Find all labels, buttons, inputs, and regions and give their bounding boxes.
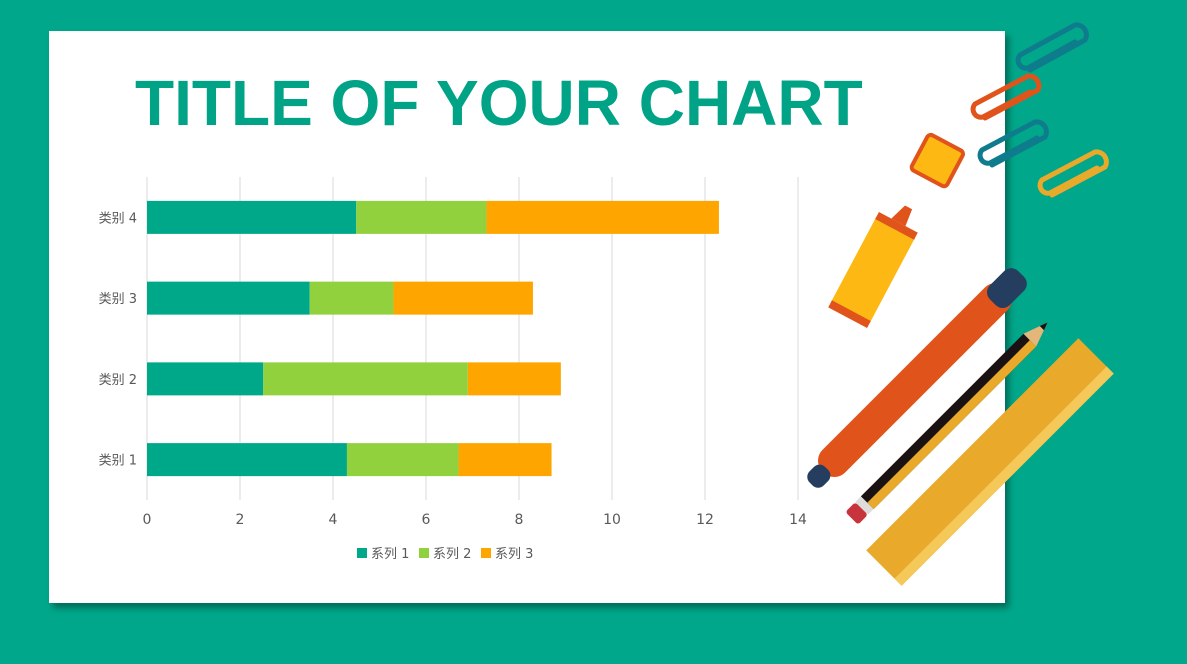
bar-segment xyxy=(147,200,357,234)
paperclip-icon xyxy=(970,22,1109,198)
x-tick-label: 12 xyxy=(696,512,714,528)
slide-card xyxy=(49,31,1005,603)
legend-swatch xyxy=(419,548,429,558)
x-tick-label: 0 xyxy=(143,512,152,528)
legend-swatch xyxy=(357,548,367,558)
category-labels: 类别 1 类别 2 类别 3 类别 4 xyxy=(99,211,137,468)
bar-segment xyxy=(309,281,394,315)
category-label: 类别 2 xyxy=(99,373,137,388)
category-label: 类别 1 xyxy=(99,454,137,469)
x-tick-label: 14 xyxy=(789,512,807,528)
bars xyxy=(147,200,719,477)
bar-segment xyxy=(356,200,487,234)
chart-title: TITLE OF YOUR CHART xyxy=(135,67,863,139)
x-tick-label: 4 xyxy=(329,512,338,528)
legend-swatch xyxy=(481,548,491,558)
bar-segment xyxy=(467,362,561,396)
pen-icon xyxy=(807,268,1027,488)
x-tick-label: 8 xyxy=(515,512,524,528)
legend-label: 系列 2 xyxy=(433,547,471,562)
x-tick-label: 10 xyxy=(603,512,621,528)
bar-segment xyxy=(458,443,552,477)
bar-segment xyxy=(486,200,719,234)
bar-segment xyxy=(147,281,310,315)
bar-segment xyxy=(263,362,468,396)
legend-label: 系列 1 xyxy=(371,547,409,562)
legend-label: 系列 3 xyxy=(495,547,533,562)
category-label: 类别 4 xyxy=(99,211,137,226)
category-label: 类别 3 xyxy=(99,292,137,307)
highlighter-icon xyxy=(828,132,965,329)
bar-segment xyxy=(147,443,347,477)
legend: 系列 1 系列 2 系列 3 xyxy=(357,547,533,562)
pencil-icon xyxy=(846,322,1048,524)
x-tick-label: 2 xyxy=(236,512,245,528)
bar-segment xyxy=(147,362,264,396)
bar-segment xyxy=(393,281,533,315)
x-tick-labels: 0 2 4 6 8 10 12 14 xyxy=(143,512,807,528)
x-tick-label: 6 xyxy=(422,512,431,528)
ruler-icon xyxy=(866,338,1114,586)
bar-segment xyxy=(346,443,459,477)
